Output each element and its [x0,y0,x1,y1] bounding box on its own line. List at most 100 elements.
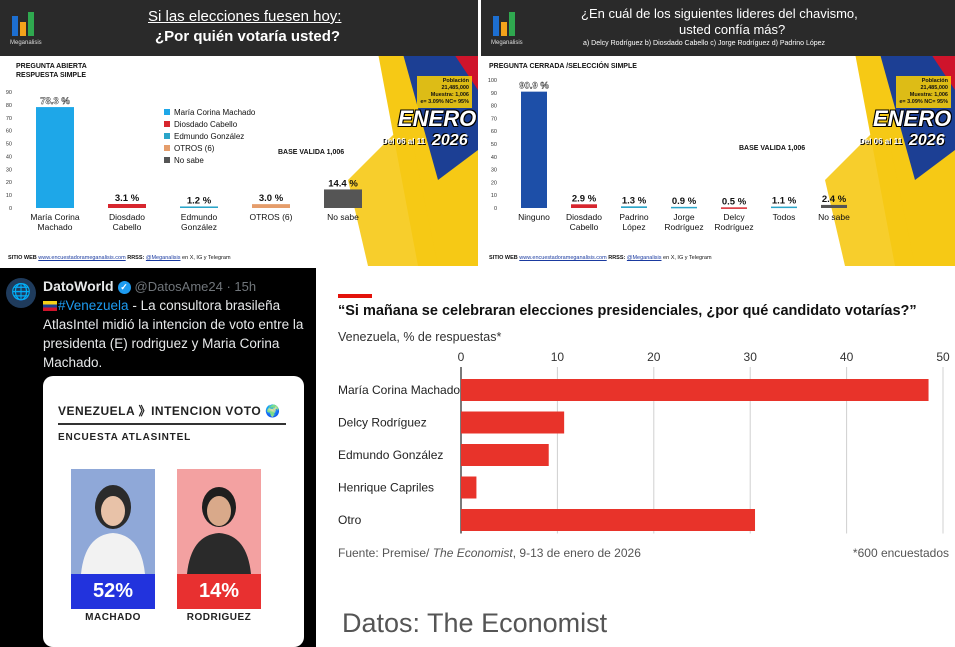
sample-info-box: Población 21,485,000 Muestra: 1,006 e= 3.09… [417,76,472,108]
meganalisis-logo: Meganalisis [491,8,523,46]
economist-accent-bar [338,294,372,298]
footer-site-link[interactable]: www.encuestadorameganalisis.com [519,255,607,261]
y-tick-label: 30 [6,167,12,173]
legend-label: Edmundo González [174,131,245,141]
meganalisis-trust-panel: Meganalisis ¿En cuál de los siguientes l… [481,0,955,266]
legend-swatch [164,121,170,127]
data-label: 90.9 % [519,81,549,92]
panel-header [481,0,955,56]
author-handle[interactable]: @DatosAme24 · 15h [134,279,257,294]
panel-footer: SITIO WEB www.encuestadorameganalisis.co… [8,255,231,261]
bar [461,379,929,401]
bar [721,207,747,209]
legend-item: No sabe [164,154,255,166]
enero-label: ENERO [398,106,477,131]
y-tick-label: 90 [491,91,497,97]
logo-text: Meganalisis [491,40,523,46]
footer-rrss-tail: en X, IG y Telegram [182,255,231,261]
source-publication: The Economist [432,546,513,560]
bar [461,476,477,499]
legend-swatch [164,145,170,151]
footer-site-label: SITIO WEB [8,255,37,261]
legend-item: María Corina Machado [164,106,255,118]
bar [821,204,847,208]
category-label: Todos [773,212,796,222]
footer-rrss-label: RRSS: [608,255,626,261]
legend-item: Diosdado Cabello [164,118,255,130]
y-tick-label: 40 [491,155,497,161]
sample-info-line: e= 3.09% NC= 95% [420,99,469,105]
bar [671,206,697,209]
logo-text: Meganalisis [10,40,42,46]
data-label: 1.3 % [622,195,647,206]
panel-header [0,0,478,56]
data-label: 2.4 % [822,194,847,205]
bar [621,206,647,208]
base-text: BASE VALIDA 1,006 [739,145,806,152]
legend-label: OTROS (6) [174,143,215,153]
card-divider [58,423,286,425]
y-tick-label: 20 [491,180,497,186]
y-tick-label: 70 [6,116,12,122]
vote-bar-chart: 0 10 20 30 40 50 60 70 80 90 78.3 % María Corina Mac… [6,90,362,232]
footer-site-link[interactable]: www.encuestadorameganalisis.com [38,255,126,261]
rodriguez-photo [177,469,261,574]
year-label: 2026 [432,132,468,149]
tweet[interactable]: 🌐 DatoWorld ✓ @DatosAme24 · 15h #Venezuela… [0,268,316,647]
hashtag-link[interactable]: #Venezuela [58,298,129,313]
panel-title-options: a) Delcy Rodríguez b) Diosdado Cabello c… [583,40,826,47]
data-label: 14.4 % [328,178,358,189]
sample-info-line: Muestra: 1,006 [430,92,469,98]
category-label: Diosdado Cabello [566,212,602,232]
legend-swatch [164,109,170,115]
source-suffix: , 9-13 de enero de 2026 [512,546,641,560]
tweet-image-card[interactable]: VENEZUELA 》INTENCION VOTO 🌍 ENCUESTA ATL… [43,376,304,647]
machado-photo [71,469,155,574]
data-label: 0.5 % [722,196,747,207]
card-title: VENEZUELA 》INTENCION VOTO 🌍 [58,404,281,418]
category-label: No sabe [818,212,850,222]
category-label: Henrique Capriles [338,481,434,495]
globe-avatar-icon[interactable]: 🌐 [6,278,36,308]
tweet-text: #Venezuela - La consultora brasileña Atl… [43,296,311,372]
data-label: 3.0 % [259,193,284,204]
data-label: 1.2 % [187,195,212,206]
footer-rrss-handle[interactable]: @Meganalisis [145,255,181,261]
category-label: Ninguno [518,212,550,222]
rodriguez-percentage: 14% [177,574,261,609]
panel-title-line2: ¿Por quién votaría usted? [155,28,341,45]
y-tick-label: 10 [491,193,497,199]
base-text: BASE VALIDA 1,006 [278,149,345,156]
y-tick-label: 10 [6,193,12,199]
x-tick-label: 0 [458,350,465,364]
data-label: 2.9 % [572,193,597,204]
category-label: No sabe [327,212,359,222]
y-tick-label: 0 [494,206,497,212]
y-tick-label: 90 [6,90,12,96]
bar [771,206,797,209]
legend-item: Edmundo González [164,130,255,142]
category-label: Jorge Rodríguez [664,212,703,232]
y-tick-label: 80 [491,104,497,110]
bar [461,411,565,434]
question-type-line2: RESPUESTA SIMPLE [16,72,87,79]
data-label: 3.1 % [115,193,140,204]
data-label: 0.9 % [672,196,697,207]
footer-rrss-handle[interactable]: @Meganalisis [626,255,662,261]
x-tick-label: 50 [936,350,950,364]
meganalisis-vote-panel: Meganalisis Si las elecciones fuesen hoy… [0,0,478,266]
question-type-line1: PREGUNTA ABIERTA [16,63,87,70]
economist-bar-chart: 0 10 20 30 40 50 María Corina Machado Delcy Rod… [338,350,950,534]
tweet-author[interactable]: DatoWorld ✓ @DatosAme24 · 15h [43,278,256,294]
venezuela-flag-icon [43,301,57,311]
bar [521,91,547,208]
chart-legend: María Corina Machado Diosdado Cabello Edmu… [164,106,255,166]
tweet-body: - La consultora brasileña AtlasIntel mid… [43,298,304,370]
enero-label: ENERO [873,106,952,131]
legend-swatch [164,133,170,139]
y-tick-label: 100 [488,78,497,84]
chart-source: Fuente: Premise/ The Economist, 9-13 de … [338,546,641,560]
x-tick-label: 10 [551,350,565,364]
panel-footer: SITIO WEB www.encuestadorameganalisis.co… [489,255,712,261]
author-name[interactable]: DatoWorld [43,278,114,294]
